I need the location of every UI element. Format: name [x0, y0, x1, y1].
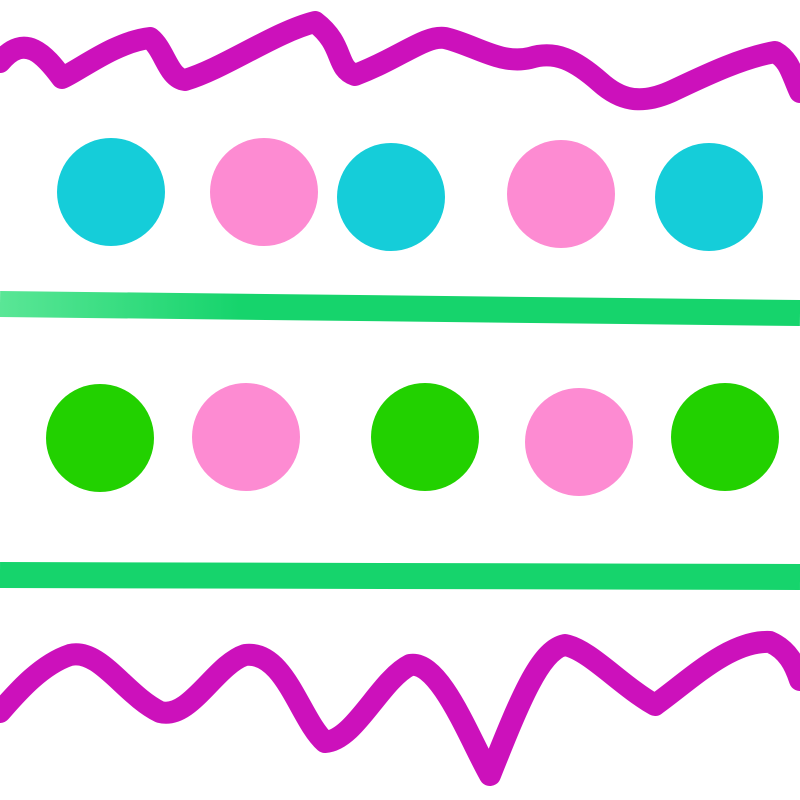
- green-dot: [371, 383, 479, 491]
- cyan-dot: [57, 138, 165, 246]
- dot-row-2: [46, 383, 779, 496]
- pink-dot: [525, 388, 633, 496]
- bottom-stripe: [0, 562, 800, 590]
- cyan-dot: [337, 143, 445, 251]
- cyan-dot: [655, 143, 763, 251]
- dot-row-1: [57, 138, 763, 251]
- pink-dot: [507, 140, 615, 248]
- top-stripe: [0, 291, 800, 326]
- green-dot: [46, 384, 154, 492]
- bottom-zigzag-line: [0, 631, 800, 786]
- pink-dot: [192, 383, 300, 491]
- top-zigzag-line: [0, 11, 800, 111]
- pink-dot: [210, 138, 318, 246]
- green-dot: [671, 383, 779, 491]
